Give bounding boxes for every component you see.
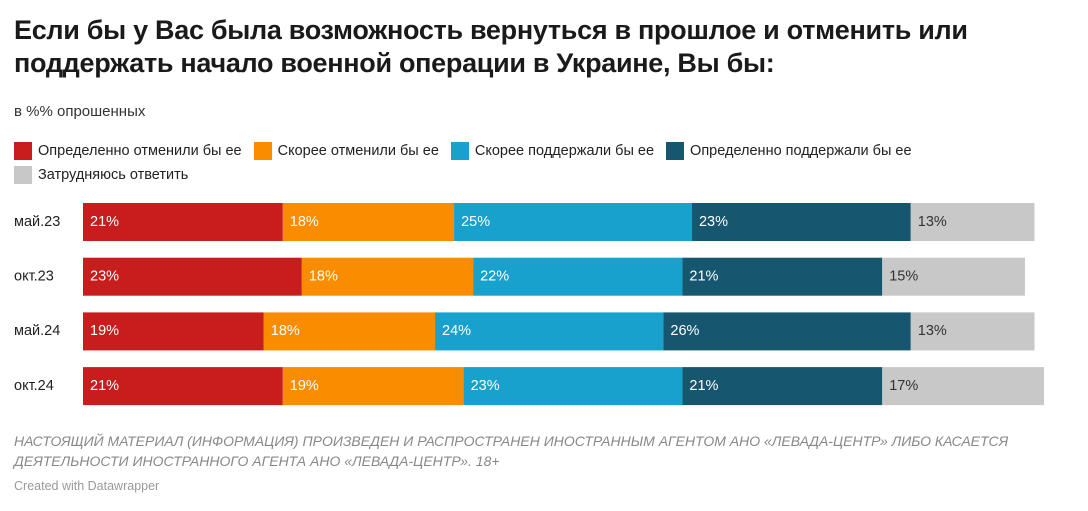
value-label: 24% (442, 323, 471, 339)
value-label: 19% (90, 323, 119, 339)
bar-segment (463, 367, 683, 406)
value-label: 21% (689, 269, 718, 285)
legend-swatch (14, 166, 32, 184)
legend-item: Затрудняюсь ответить (14, 166, 188, 184)
bar-segment (83, 312, 264, 351)
value-label: 18% (271, 323, 300, 339)
chart-subtitle: в %% опрошенных (14, 103, 146, 120)
bar-segment (83, 203, 283, 241)
value-label: 25% (461, 214, 490, 230)
value-label: 21% (90, 378, 119, 394)
legend-label: Определенно отменили бы ее (38, 143, 242, 159)
legend-swatch (253, 142, 272, 160)
value-label: 13% (918, 214, 947, 230)
legend-item: Определенно отменили бы ее (14, 142, 242, 160)
value-label: 21% (90, 214, 119, 230)
value-label: 22% (480, 269, 509, 285)
value-label: 13% (918, 323, 947, 339)
bar-segment (682, 367, 883, 406)
bar-segment (682, 257, 883, 296)
chart-title: Если бы у Вас была возможность вернуться… (14, 15, 968, 78)
legend-label: Скорее поддержали бы ее (474, 143, 655, 159)
legend-label: Затрудняюсь ответить (38, 167, 189, 183)
value-label: 19% (290, 378, 319, 394)
value-label: 23% (699, 214, 728, 230)
y-tick-label: окт.23 (14, 269, 54, 285)
bar-segment (282, 203, 455, 241)
legend-item: Скорее отменили бы ее (253, 142, 439, 160)
value-label: 18% (309, 269, 338, 285)
bar-segment (882, 367, 1044, 406)
y-tick-label: май.23 (14, 214, 60, 230)
legend: Определенно отменили бы ее Скорее отменил… (14, 142, 1084, 184)
y-tick-label: окт.24 (14, 378, 54, 394)
value-label: 21% (689, 378, 718, 394)
legend-item: Скорее поддержали бы ее (450, 142, 655, 160)
legend-label: Скорее отменили бы ее (277, 143, 439, 159)
legend-swatch (450, 142, 469, 160)
value-label: 26% (670, 323, 699, 339)
bar-segment (910, 203, 1035, 241)
y-tick-label: май.24 (14, 323, 60, 339)
bar-segment (83, 257, 302, 296)
bar-segment (435, 312, 664, 351)
bar-segment (263, 312, 436, 351)
legend-label: Определенно поддержали бы ее (690, 143, 912, 159)
value-label: 23% (90, 269, 119, 285)
value-label: 18% (290, 214, 319, 230)
bar-segment (882, 257, 1025, 296)
legend-item: Определенно поддержали бы ее (666, 142, 912, 160)
bar-segment (910, 312, 1035, 351)
legend-swatch (14, 142, 32, 160)
value-label: 23% (471, 378, 500, 394)
bar-segment (663, 312, 911, 351)
bar-segment (83, 367, 283, 406)
bar-segment (691, 203, 911, 241)
bar-segment (473, 257, 683, 296)
note: НАСТОЯЩИЙ МАТЕРИАЛ (ИНФОРМАЦИЯ) ПРОИЗВЕД… (14, 433, 1009, 469)
value-label: 17% (889, 378, 918, 394)
value-label: 15% (889, 269, 918, 285)
legend-swatch (666, 142, 685, 160)
chart: май.23 21% 18% 25% 23% 13% окт.23 23% 18% 22% 21% 1… (14, 203, 1044, 406)
bar-segment (454, 203, 692, 241)
bar-segment (301, 257, 474, 296)
bar-segment (282, 367, 464, 406)
credit: Created with Datawrapper (14, 479, 160, 493)
